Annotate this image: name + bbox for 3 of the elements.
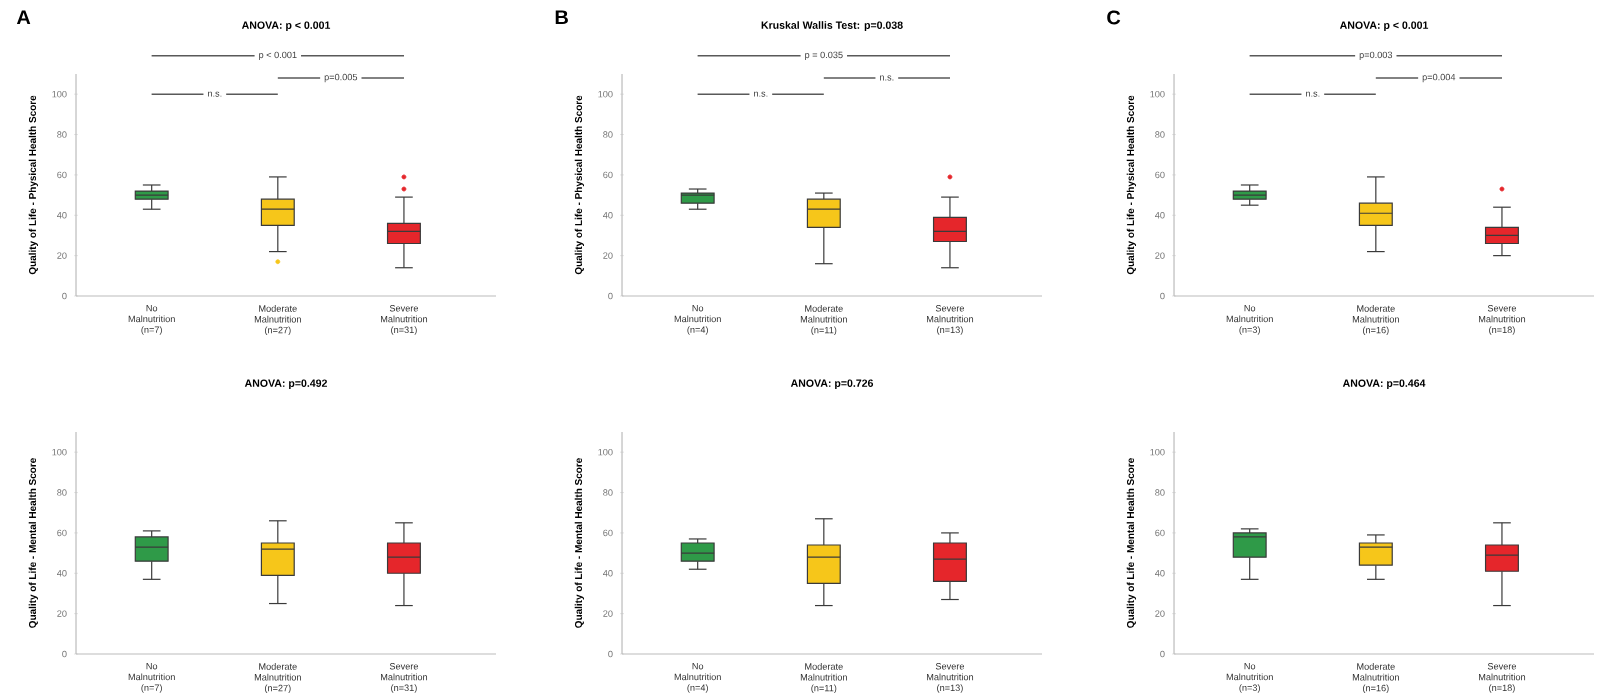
text: B (555, 10, 568, 25)
text: A (16, 10, 31, 25)
text: C (1107, 10, 1121, 25)
